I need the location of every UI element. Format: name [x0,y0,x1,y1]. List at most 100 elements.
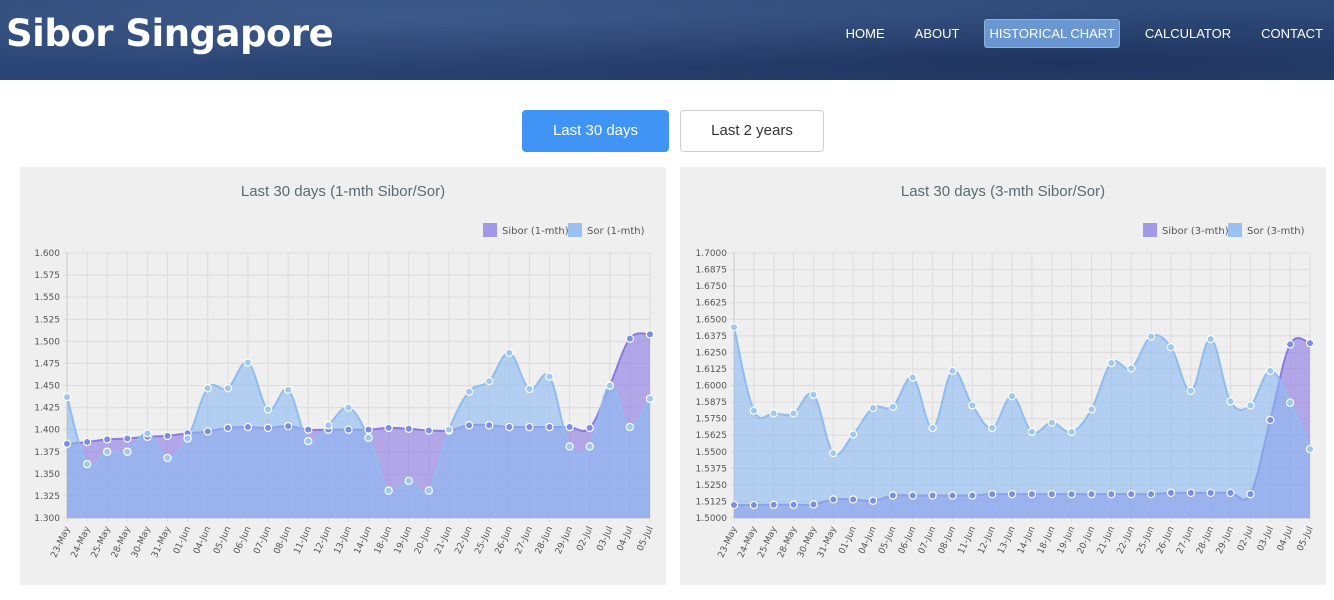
data-point-sor[interactable] [364,433,373,442]
data-point-sibor[interactable] [585,423,594,433]
data-point-sibor[interactable] [223,423,233,433]
data-point-sor[interactable] [908,373,917,382]
data-point-sor[interactable] [404,476,413,486]
data-point-sibor[interactable] [103,435,112,444]
last-30-days-button[interactable]: Last 30 days [522,110,669,152]
data-point-sibor[interactable] [404,424,413,433]
data-point-sibor[interactable] [1146,489,1156,499]
data-point-sor[interactable] [565,442,574,451]
data-point-sor[interactable] [1285,398,1295,407]
data-point-sor[interactable] [1127,364,1136,373]
data-point-sor[interactable] [1226,397,1235,406]
data-point-sor[interactable] [223,383,233,393]
data-point-sibor[interactable] [625,334,635,343]
data-point-sor[interactable] [1087,405,1096,414]
data-point-sor[interactable] [123,447,132,456]
data-point-sibor[interactable] [424,426,434,435]
data-point-sibor[interactable] [928,491,937,500]
data-point-sor[interactable] [888,402,898,411]
data-point-sor[interactable] [1067,427,1076,437]
data-point-sor[interactable] [143,429,152,438]
data-point-sor[interactable] [424,486,434,495]
data-point-sibor[interactable] [1027,489,1037,499]
nav-about[interactable]: ABOUT [914,26,960,41]
data-point-sor[interactable] [344,403,353,412]
data-point-sibor[interactable] [789,500,798,509]
data-point-sibor[interactable] [1047,489,1056,499]
data-point-sibor[interactable] [888,491,898,500]
data-point-sor[interactable] [928,423,937,433]
data-point-sor[interactable] [1166,342,1176,352]
data-point-sibor[interactable] [809,500,818,509]
data-point-sibor[interactable] [123,434,132,443]
data-point-sibor[interactable] [505,422,514,432]
data-point-sibor[interactable] [464,421,474,430]
data-point-sibor[interactable] [1107,489,1116,499]
data-point-sibor[interactable] [1166,488,1176,498]
data-point-sor[interactable] [464,387,474,396]
data-point-sibor[interactable] [1285,340,1295,349]
data-point-sibor[interactable] [82,437,92,447]
data-point-sor[interactable] [988,423,997,433]
data-point-sor[interactable] [809,390,818,399]
data-point-sibor[interactable] [62,439,72,448]
data-point-sibor[interactable] [1186,488,1196,498]
data-point-sor[interactable] [1047,418,1056,427]
data-point-sor[interactable] [868,403,878,413]
data-point-sor[interactable] [62,392,72,402]
data-point-sibor[interactable] [484,421,494,430]
data-point-sor[interactable] [545,372,554,381]
data-point-sibor[interactable] [344,425,353,434]
data-point-sor[interactable] [948,366,957,376]
data-point-sibor[interactable] [769,500,778,509]
data-point-sor[interactable] [1266,366,1275,376]
data-point-sor[interactable] [243,358,253,367]
data-point-sor[interactable] [749,406,759,415]
data-point-sor[interactable] [82,459,92,469]
data-point-sor[interactable] [1186,386,1196,395]
data-point-sibor[interactable] [1266,415,1275,425]
data-point-sor[interactable] [968,401,977,410]
data-point-sor[interactable] [789,409,798,418]
data-point-sor[interactable] [625,422,635,432]
data-point-sibor[interactable] [545,422,554,432]
data-point-sibor[interactable] [283,421,293,431]
data-point-sibor[interactable] [1305,338,1315,348]
data-point-sor[interactable] [203,383,212,393]
data-point-sor[interactable] [304,436,313,446]
data-point-sor[interactable] [1206,334,1215,344]
data-point-sibor[interactable] [1087,489,1096,499]
data-point-sibor[interactable] [243,422,253,432]
data-point-sibor[interactable] [645,330,655,339]
nav-contact[interactable]: CONTACT [1261,26,1323,41]
last-2-years-button[interactable]: Last 2 years [680,110,824,152]
data-point-sor[interactable] [484,376,494,386]
data-point-sor[interactable] [1107,358,1116,368]
data-point-sibor[interactable] [1226,488,1235,498]
data-point-sor[interactable] [324,421,333,430]
site-brand[interactable]: Sibor Singapore [6,12,334,55]
data-point-sibor[interactable] [948,491,957,500]
data-point-sor[interactable] [263,405,273,414]
data-point-sor[interactable] [183,434,192,443]
data-point-sor[interactable] [585,442,594,451]
data-point-sibor[interactable] [1246,489,1255,499]
data-point-sor[interactable] [1027,427,1037,437]
data-point-sor[interactable] [1246,401,1255,410]
data-point-sor[interactable] [729,322,739,332]
data-point-sibor[interactable] [1127,489,1136,499]
data-point-sibor[interactable] [988,489,997,499]
data-point-sor[interactable] [1146,332,1156,341]
data-point-sor[interactable] [645,394,655,403]
data-point-sor[interactable] [848,430,858,439]
data-point-sibor[interactable] [364,425,373,434]
data-point-sor[interactable] [444,425,454,434]
data-point-sor[interactable] [103,447,112,456]
data-point-sibor[interactable] [304,425,313,434]
data-point-sibor[interactable] [384,423,393,433]
data-point-sor[interactable] [829,448,838,458]
data-point-sibor[interactable] [1206,488,1215,498]
data-point-sibor[interactable] [908,491,917,500]
data-point-sibor[interactable] [749,500,759,510]
data-point-sibor[interactable] [848,495,858,504]
